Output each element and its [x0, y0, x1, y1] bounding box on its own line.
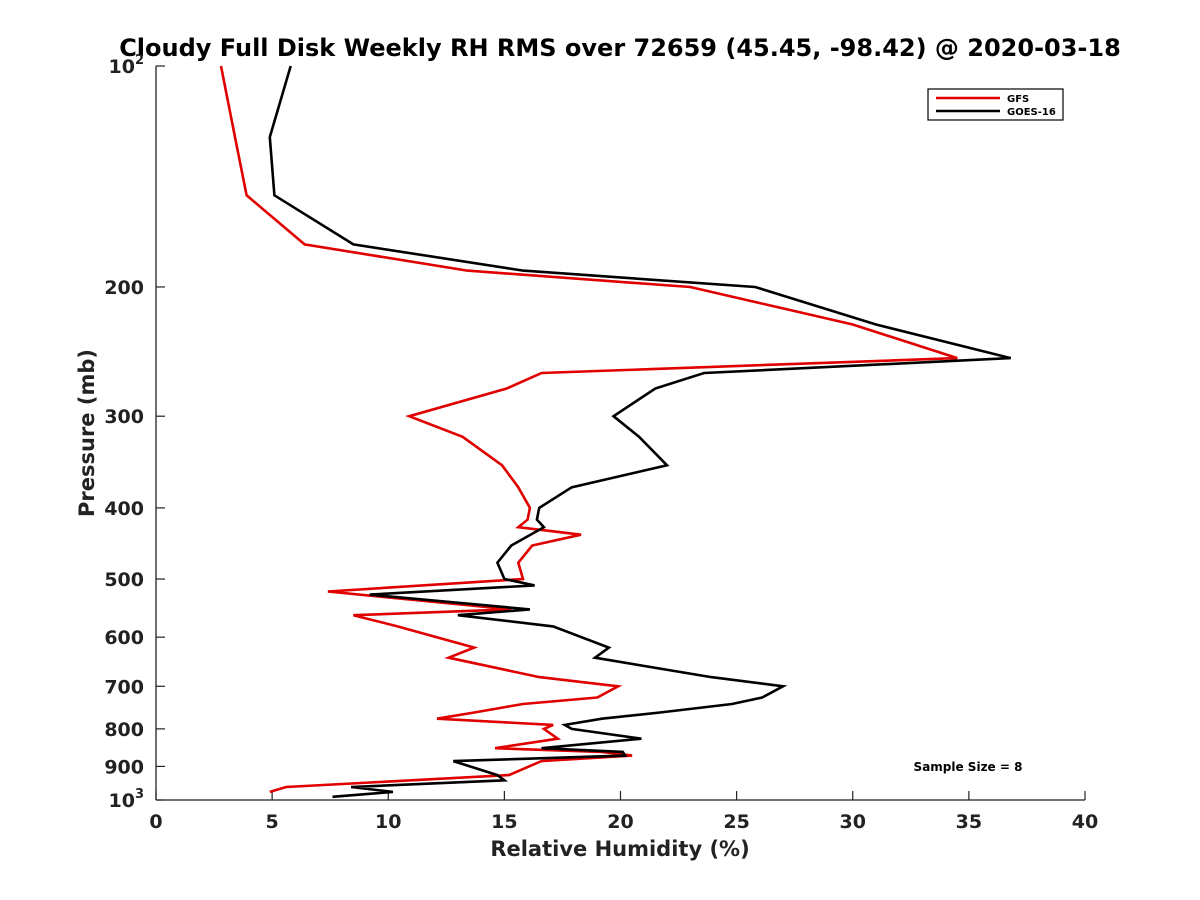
y-tick-label: 200	[104, 277, 144, 299]
x-tick-label: 0	[149, 811, 162, 833]
x-tick-label: 25	[723, 811, 749, 833]
x-axis-label: Relative Humidity (%)	[490, 837, 749, 861]
series-line-goes-16	[268, 65, 1012, 799]
x-tick-label: 30	[840, 811, 866, 833]
y-tick-label: 400	[104, 498, 144, 520]
y-tick-label: 103	[109, 787, 145, 812]
x-tick-label: 20	[607, 811, 633, 833]
y-tick-base: 10	[109, 56, 135, 78]
x-axis-ticks: 0 5 10 15 20 25 30 35 40	[149, 791, 1098, 833]
x-tick-label: 35	[956, 811, 982, 833]
y-tick-label: 300	[104, 406, 144, 428]
x-tick-label: 10	[375, 811, 401, 833]
y-tick-base: 10	[109, 790, 135, 812]
plot-frame	[155, 66, 1085, 801]
legend-label: GFS	[1007, 94, 1029, 105]
y-tick-label: 102	[109, 53, 145, 78]
series-layer	[219, 65, 1012, 799]
series-line-gfs	[219, 65, 958, 794]
legend: GFS GOES-16	[927, 88, 1064, 121]
legend-label: GOES-16	[1007, 107, 1056, 118]
y-tick-exponent: 3	[135, 787, 144, 802]
legend-box	[927, 88, 1064, 121]
chart-title: Cloudy Full Disk Weekly RH RMS over 7265…	[119, 34, 1121, 62]
x-tick-label: 5	[266, 811, 279, 833]
y-tick-label: 700	[104, 676, 144, 698]
y-tick-label: 800	[104, 719, 144, 741]
x-tick-label: 40	[1072, 811, 1098, 833]
y-tick-label: 600	[104, 627, 144, 649]
y-tick-label: 500	[104, 569, 144, 591]
y-tick-label: 900	[104, 756, 144, 778]
sample-size-annotation: Sample Size = 8	[914, 760, 1023, 774]
y-tick-exponent: 2	[135, 53, 144, 68]
x-tick-label: 15	[491, 811, 517, 833]
y-axis-label: Pressure (mb)	[75, 349, 99, 517]
